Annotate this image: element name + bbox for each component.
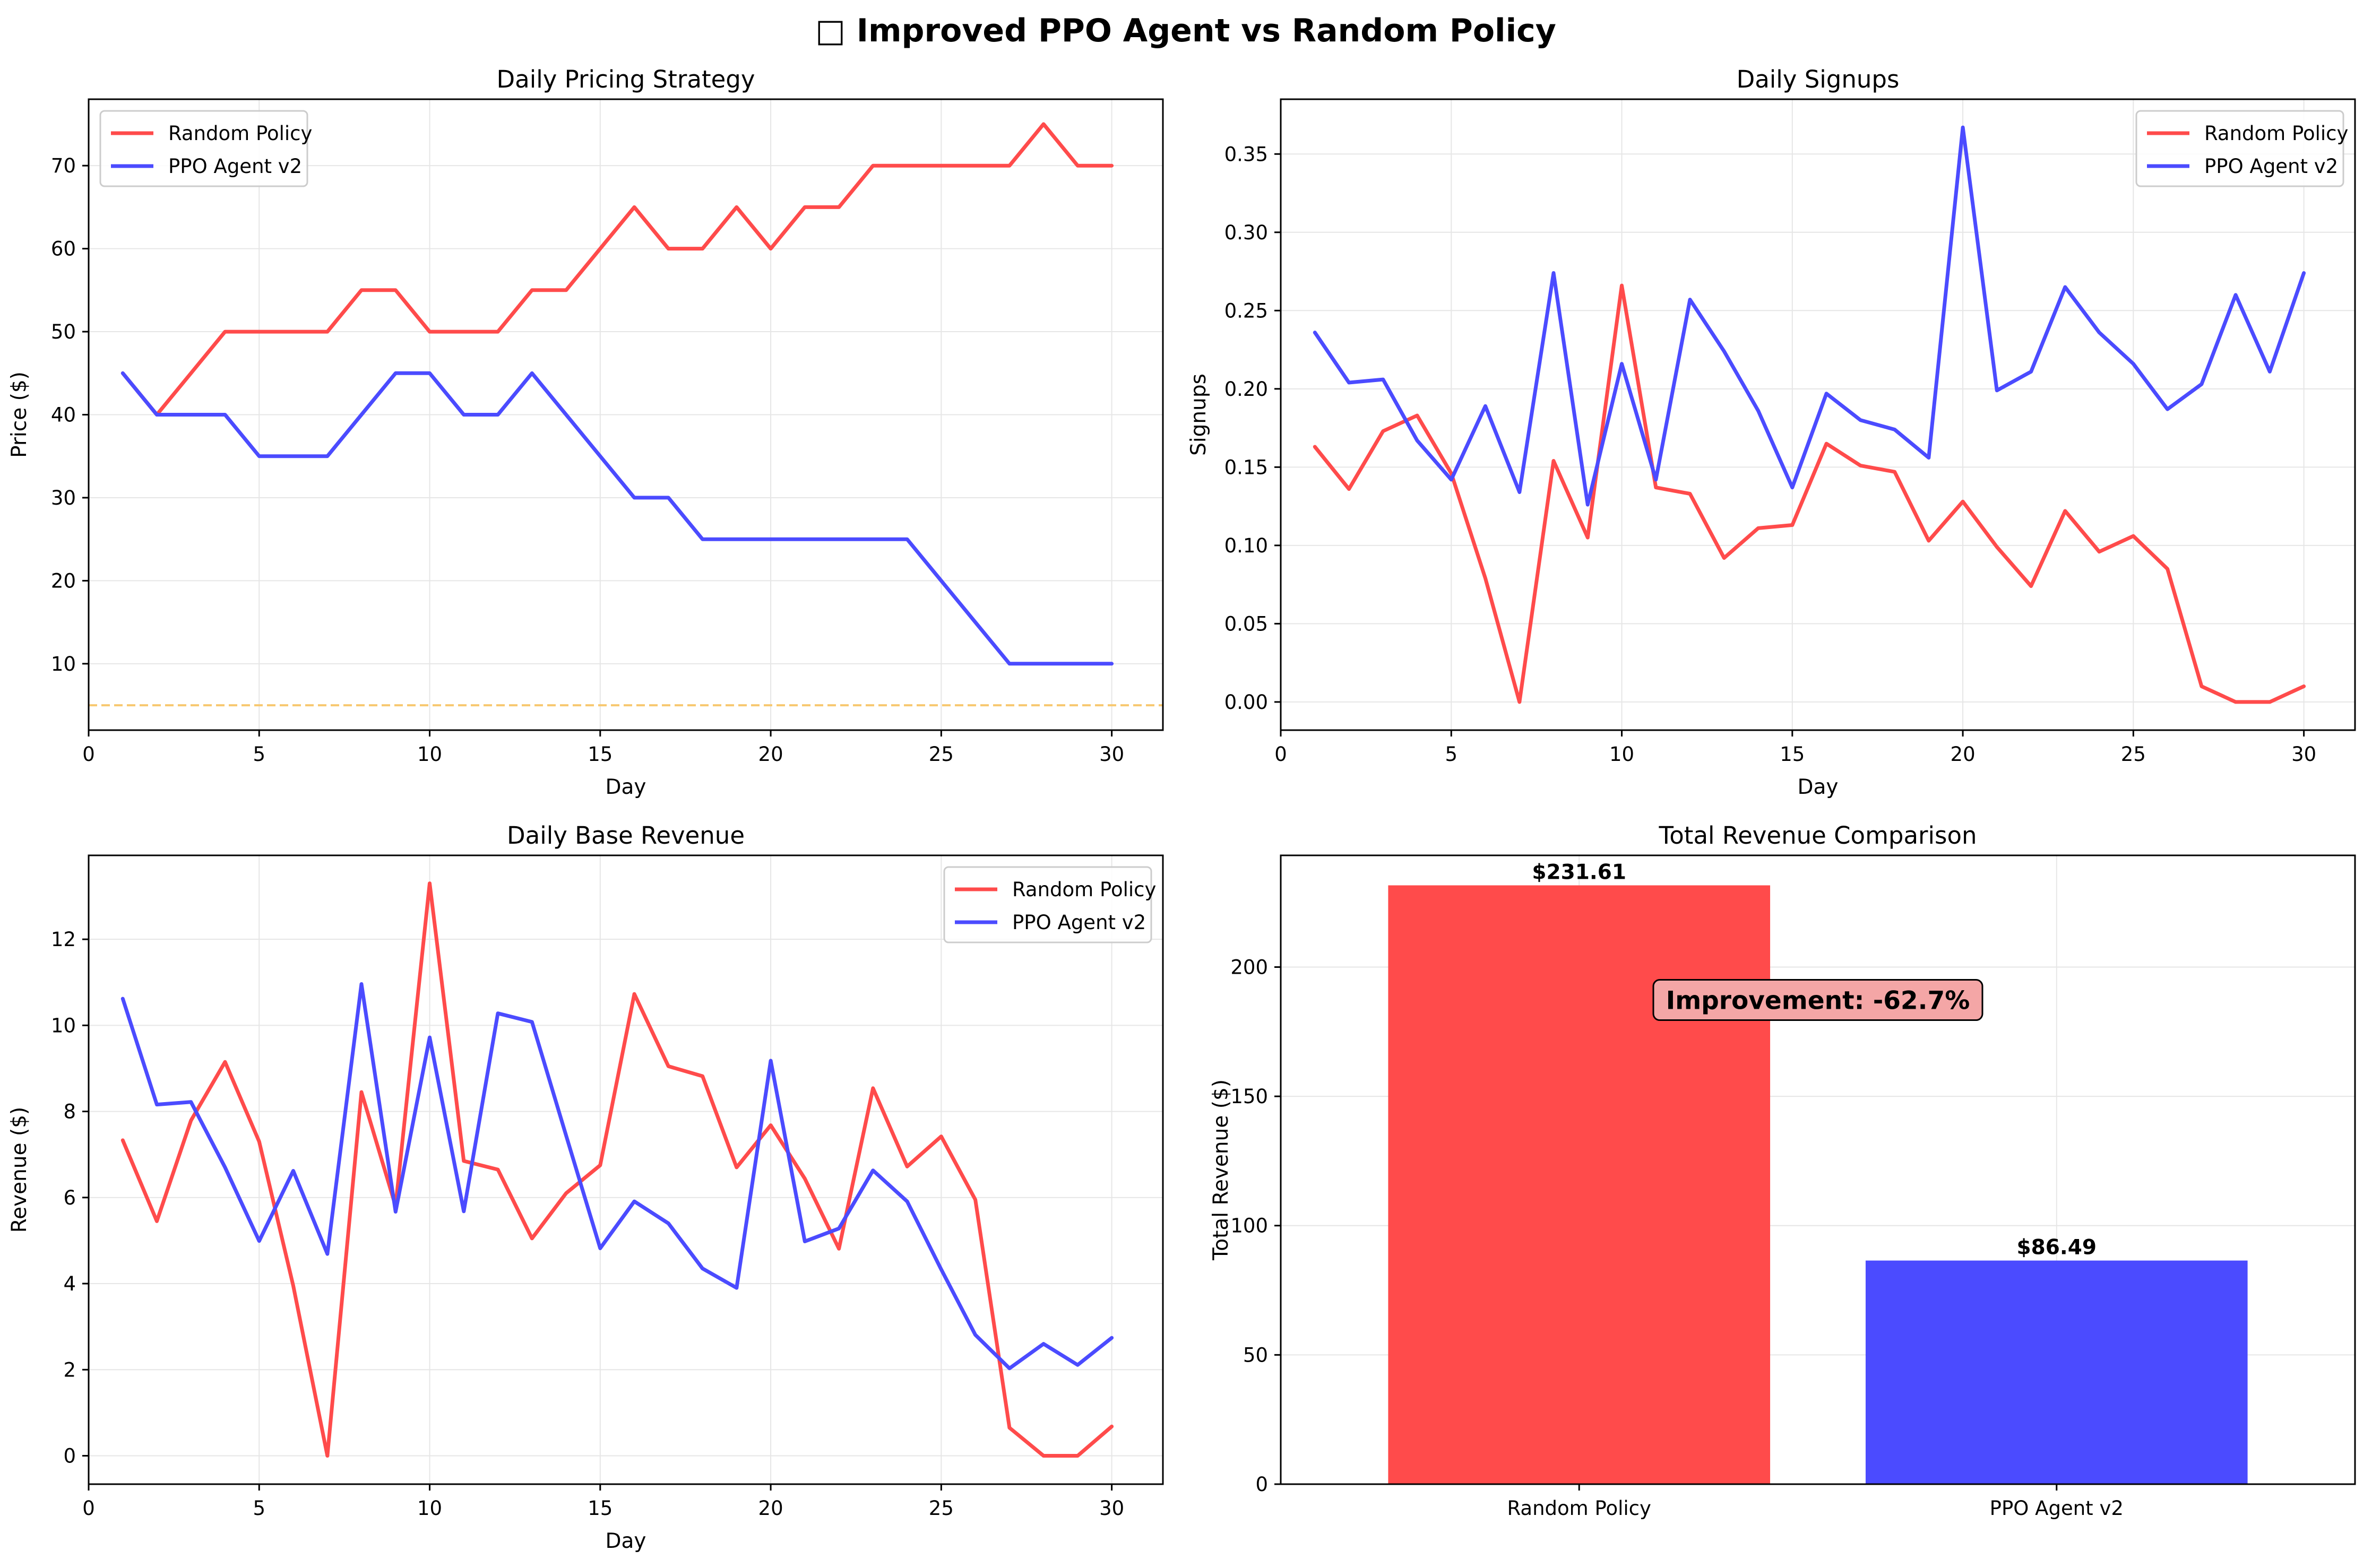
y-tick-label: 10 — [51, 1014, 76, 1037]
y-tick-label: 0 — [1255, 1473, 1268, 1496]
legend-label: PPO Agent v2 — [1012, 911, 1146, 934]
y-tick-label: 70 — [51, 154, 76, 177]
series-line-ppo — [1313, 125, 2306, 507]
legend-label: PPO Agent v2 — [2204, 155, 2338, 178]
x-tick-label: 30 — [2291, 743, 2316, 766]
x-tick-label: 5 — [253, 1497, 265, 1520]
improvement-annotation: Improvement: -62.7% — [1666, 986, 1970, 1016]
axes-frame — [1280, 98, 2356, 731]
bar-value-label: $86.49 — [2017, 1236, 2097, 1260]
x-tick-label: 25 — [929, 743, 954, 766]
x-tick-label: 25 — [929, 1497, 954, 1520]
x-tick-label: 5 — [253, 743, 265, 766]
series-line-ppo — [120, 982, 1114, 1371]
y-axis-label: Price ($) — [7, 371, 31, 458]
x-axis-label: Day — [605, 775, 646, 799]
figure-title: □ Improved PPO Agent vs Random Policy — [815, 12, 1556, 49]
chart-pricing: 0 5 10 15 20 25 30 10 20 30 40 50 60 70 Random Policy P… — [7, 65, 1164, 799]
x-tick-label: 25 — [2121, 743, 2146, 766]
y-tick-label: 0.10 — [1224, 534, 1268, 557]
bar-ppo-agent — [1865, 1260, 2248, 1484]
x-tick-label: Random Policy — [1507, 1497, 1651, 1520]
y-tick-label: 20 — [51, 569, 76, 592]
legend-label: Random Policy — [1012, 878, 1156, 901]
y-tick-label: 12 — [51, 928, 76, 951]
y-tick-label: 0 — [63, 1444, 76, 1467]
axes-frame — [1280, 854, 2356, 1485]
y-tick-label: 0.15 — [1224, 456, 1268, 479]
y-tick-label: 0.05 — [1224, 612, 1268, 635]
x-tick-label: 15 — [588, 1497, 613, 1520]
chart-title: Daily Pricing Strategy — [497, 65, 755, 93]
x-tick-label: 0 — [82, 1497, 95, 1520]
y-tick-label: 40 — [51, 404, 76, 427]
y-tick-label: 50 — [1243, 1344, 1268, 1366]
series-line-ppo — [120, 371, 1114, 666]
chart-revenue: 0 5 10 15 20 25 30 0 2 4 6 8 10 12 Random Policy PPO Ag… — [7, 821, 1164, 1553]
x-tick-label: 15 — [1780, 743, 1805, 766]
legend-label: Random Policy — [2204, 122, 2348, 145]
chart-title: Daily Base Revenue — [507, 821, 745, 850]
y-tick-label: 0.20 — [1224, 378, 1268, 401]
y-tick-label: 0.30 — [1224, 221, 1268, 244]
y-axis-label: Total Revenue ($) — [1209, 1079, 1233, 1261]
y-tick-label: 2 — [63, 1358, 76, 1381]
series-line-random — [1313, 283, 2306, 704]
x-tick-label: 5 — [1445, 743, 1457, 766]
y-tick-label: 6 — [63, 1186, 76, 1209]
y-tick-label: 200 — [1230, 956, 1268, 978]
y-tick-label: 50 — [51, 320, 76, 343]
y-tick-label: 0.35 — [1224, 143, 1268, 166]
x-tick-label: 10 — [1609, 743, 1634, 766]
improvement-annotation-box — [1652, 979, 1983, 1021]
x-tick-label: 0 — [1274, 743, 1287, 766]
y-axis-label: Signups — [1187, 374, 1211, 456]
bar-value-label: $231.61 — [1532, 860, 1626, 884]
x-axis-label: Day — [1797, 775, 1838, 799]
bar-random-policy — [1388, 885, 1771, 1484]
chart-title: Daily Signups — [1737, 65, 1900, 93]
y-tick-label: 60 — [51, 238, 76, 261]
y-tick-label: 10 — [51, 653, 76, 675]
x-tick-label: 0 — [82, 743, 95, 766]
y-tick-label: 100 — [1230, 1215, 1268, 1237]
y-tick-label: 150 — [1230, 1085, 1268, 1108]
x-tick-label: 10 — [417, 1497, 442, 1520]
y-tick-label: 30 — [51, 487, 76, 509]
chart-total: $231.61 $86.49 Random Policy PPO Agent v2 0 5… — [1209, 821, 2356, 1520]
x-axis-label: Day — [605, 1529, 646, 1553]
y-tick-label: 8 — [63, 1101, 76, 1123]
x-tick-label: 20 — [758, 743, 783, 766]
legend-label: PPO Agent v2 — [168, 155, 302, 178]
series-line-random — [120, 122, 1114, 417]
legend-label: Random Policy — [168, 122, 312, 145]
x-tick-label: 10 — [417, 743, 442, 766]
chart-signups: 0 5 10 15 20 25 30 0.00 0.05 0.10 0.15 0.20 0.25 0.30… — [1187, 65, 2356, 799]
y-tick-label: 0.00 — [1224, 691, 1268, 714]
series-line-random — [120, 881, 1114, 1458]
x-tick-label: PPO Agent v2 — [1990, 1497, 2124, 1520]
x-tick-label: 30 — [1099, 1497, 1124, 1520]
y-tick-label: 4 — [63, 1272, 76, 1295]
x-tick-label: 30 — [1099, 743, 1124, 766]
x-tick-label: 20 — [758, 1497, 783, 1520]
y-tick-label: 0.25 — [1224, 299, 1268, 322]
x-tick-label: 15 — [588, 743, 613, 766]
chart-title: Total Revenue Comparison — [1658, 821, 1977, 850]
y-axis-label: Revenue ($) — [7, 1107, 31, 1233]
axes-frame — [88, 854, 1164, 1485]
x-tick-label: 20 — [1951, 743, 1976, 766]
